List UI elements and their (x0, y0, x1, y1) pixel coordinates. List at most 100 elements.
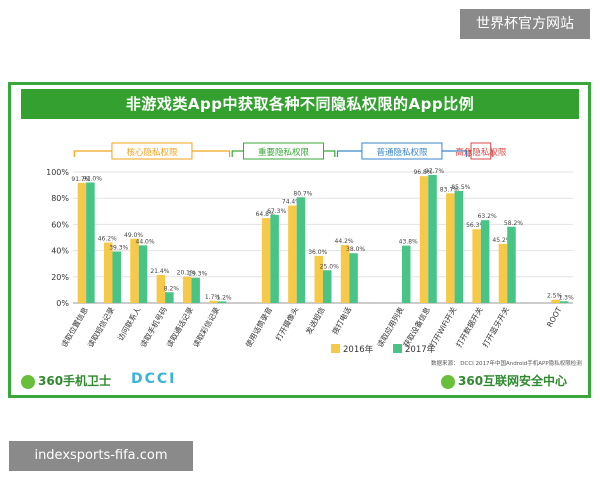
data-label: 45.2% (492, 237, 511, 244)
data-label: 2.5% (547, 293, 563, 300)
data-label: 25.0% (320, 263, 339, 270)
bar-2017 (349, 253, 358, 303)
bar-2016 (472, 229, 481, 303)
group-label-box-3 (470, 142, 492, 160)
group-label-box-0 (111, 142, 193, 160)
x-tick-label: 读取彩信记录 (190, 305, 221, 349)
data-label: 8.2% (164, 285, 180, 292)
data-label: 44.0% (136, 238, 155, 245)
x-tick-label: 读取短信记录 (85, 305, 116, 349)
bar-2017 (191, 277, 200, 303)
x-tick-label: 打开数据开关 (453, 305, 484, 349)
data-label: 56.3% (466, 222, 485, 229)
data-label: 43.8% (399, 239, 418, 246)
data-label: 1.3% (558, 294, 574, 301)
data-label: 80.7% (293, 190, 312, 197)
bar-2016 (261, 218, 271, 303)
y-tick-label: 40% (51, 247, 69, 256)
x-tick-label: 获取设备信息 (401, 305, 432, 349)
x-tick-label: 打开摄像头 (273, 305, 301, 343)
group-label: 高危隐私权限 (455, 147, 507, 158)
bar-2017 (454, 190, 464, 303)
data-label: 63.2% (478, 213, 497, 220)
data-label: 46.2% (98, 235, 117, 242)
chart-footer: 360手机卫士 DCCI 360互联网安全中心 (11, 369, 588, 395)
logo-360-mobile-guard: 360手机卫士 (21, 372, 111, 389)
data-label: 74.4% (282, 199, 301, 206)
data-label: 85.5% (451, 184, 470, 191)
y-tick-label: 100% (46, 168, 69, 177)
x-tick-label: 读取手机号码 (138, 305, 169, 349)
data-label: 64.8% (256, 211, 275, 218)
logo-360-icon (21, 374, 35, 389)
bar-2017 (165, 292, 174, 303)
data-label: 91.7% (71, 176, 90, 183)
data-label: 1.7% (205, 294, 221, 301)
x-tick-label: ROOT (545, 305, 564, 329)
bar-2016 (340, 245, 350, 303)
data-label: 58.2% (504, 220, 523, 227)
legend-label: 2016年 (343, 344, 374, 355)
data-label: 20.1% (177, 270, 196, 277)
x-tick-label: 打开WiFi开关 (427, 305, 459, 350)
x-tick-label: 使用话筒录音 (243, 305, 274, 349)
logo-360-security-center-text: 360互联网安全中心 (458, 374, 568, 388)
bar-2016 (130, 238, 139, 303)
x-tick-label: 拨打电话 (329, 305, 353, 336)
x-tick-label: 打开蓝牙开关 (480, 305, 511, 349)
group-label-box-1 (243, 142, 325, 160)
bar-2017 (217, 301, 227, 303)
bar-2017 (296, 197, 306, 303)
bar-2016 (156, 274, 166, 303)
bar-2016 (182, 276, 192, 303)
data-label: 1.2% (216, 294, 232, 301)
group-label: 核心隐私权限 (126, 147, 178, 158)
bar-2016 (314, 255, 323, 303)
group-label: 普通隐私权限 (376, 147, 428, 158)
data-label: 36.0% (308, 249, 327, 256)
watermark-bottom: indexsports-fifa.com (9, 441, 193, 471)
bar-2017 (480, 220, 490, 303)
data-label: 67.3% (267, 208, 286, 215)
data-label: 49.0% (124, 232, 143, 239)
bar-2016 (103, 242, 113, 303)
y-tick-label: 20% (51, 273, 69, 282)
data-label: 96.8% (413, 169, 432, 176)
data-label: 97.7% (425, 168, 444, 175)
bar-2017 (112, 251, 121, 303)
bar-2017 (270, 214, 279, 303)
chart-title: 非游戏类App中获取各种不同隐私权限的App比例 (21, 89, 579, 119)
data-label: 83.7% (440, 186, 459, 193)
x-tick-label: 访问联系人 (115, 305, 143, 343)
data-label: 21.4% (150, 268, 169, 275)
bar-2017 (323, 270, 332, 303)
logo-360-mobile-guard-text: 360手机卫士 (38, 374, 112, 388)
group-label-box-2 (361, 142, 443, 160)
bar-2017 (138, 245, 148, 303)
source-note: 数据来源： DCCI 2017年中国Android手机APP隐私权限检测 (431, 359, 582, 367)
bar-2016 (446, 193, 455, 303)
logo-360-security-center: 360互联网安全中心 (441, 372, 567, 389)
bar-2016 (551, 299, 560, 303)
logo-360-icon-right (441, 374, 455, 389)
data-label: 44.2% (335, 238, 354, 245)
data-label: 39.3% (109, 245, 128, 252)
bar-2017 (559, 301, 569, 303)
logo-dcci: DCCI (131, 371, 177, 387)
bar-2017 (428, 175, 437, 303)
bar-2017 (86, 182, 95, 303)
y-tick-label: 60% (51, 220, 69, 229)
bar-2017 (401, 245, 411, 303)
data-label: 38.0% (346, 246, 365, 253)
bar-2016 (209, 300, 218, 303)
watermark-top: 世界杯官方网站 (460, 9, 590, 39)
y-tick-label: 80% (51, 194, 69, 203)
bar-2017 (507, 226, 516, 303)
x-tick-label: 读取位置信息 (59, 305, 90, 349)
legend-label: 2017年 (405, 344, 436, 355)
legend-swatch-1 (393, 344, 402, 353)
bar-2016 (498, 243, 508, 303)
y-tick-label: 0% (56, 299, 69, 308)
chart-card: 非游戏类App中获取各种不同隐私权限的App比例 0% 20% 40% 60% 80% 1… (8, 82, 591, 398)
x-tick-label: 读取通话记录 (164, 305, 195, 349)
